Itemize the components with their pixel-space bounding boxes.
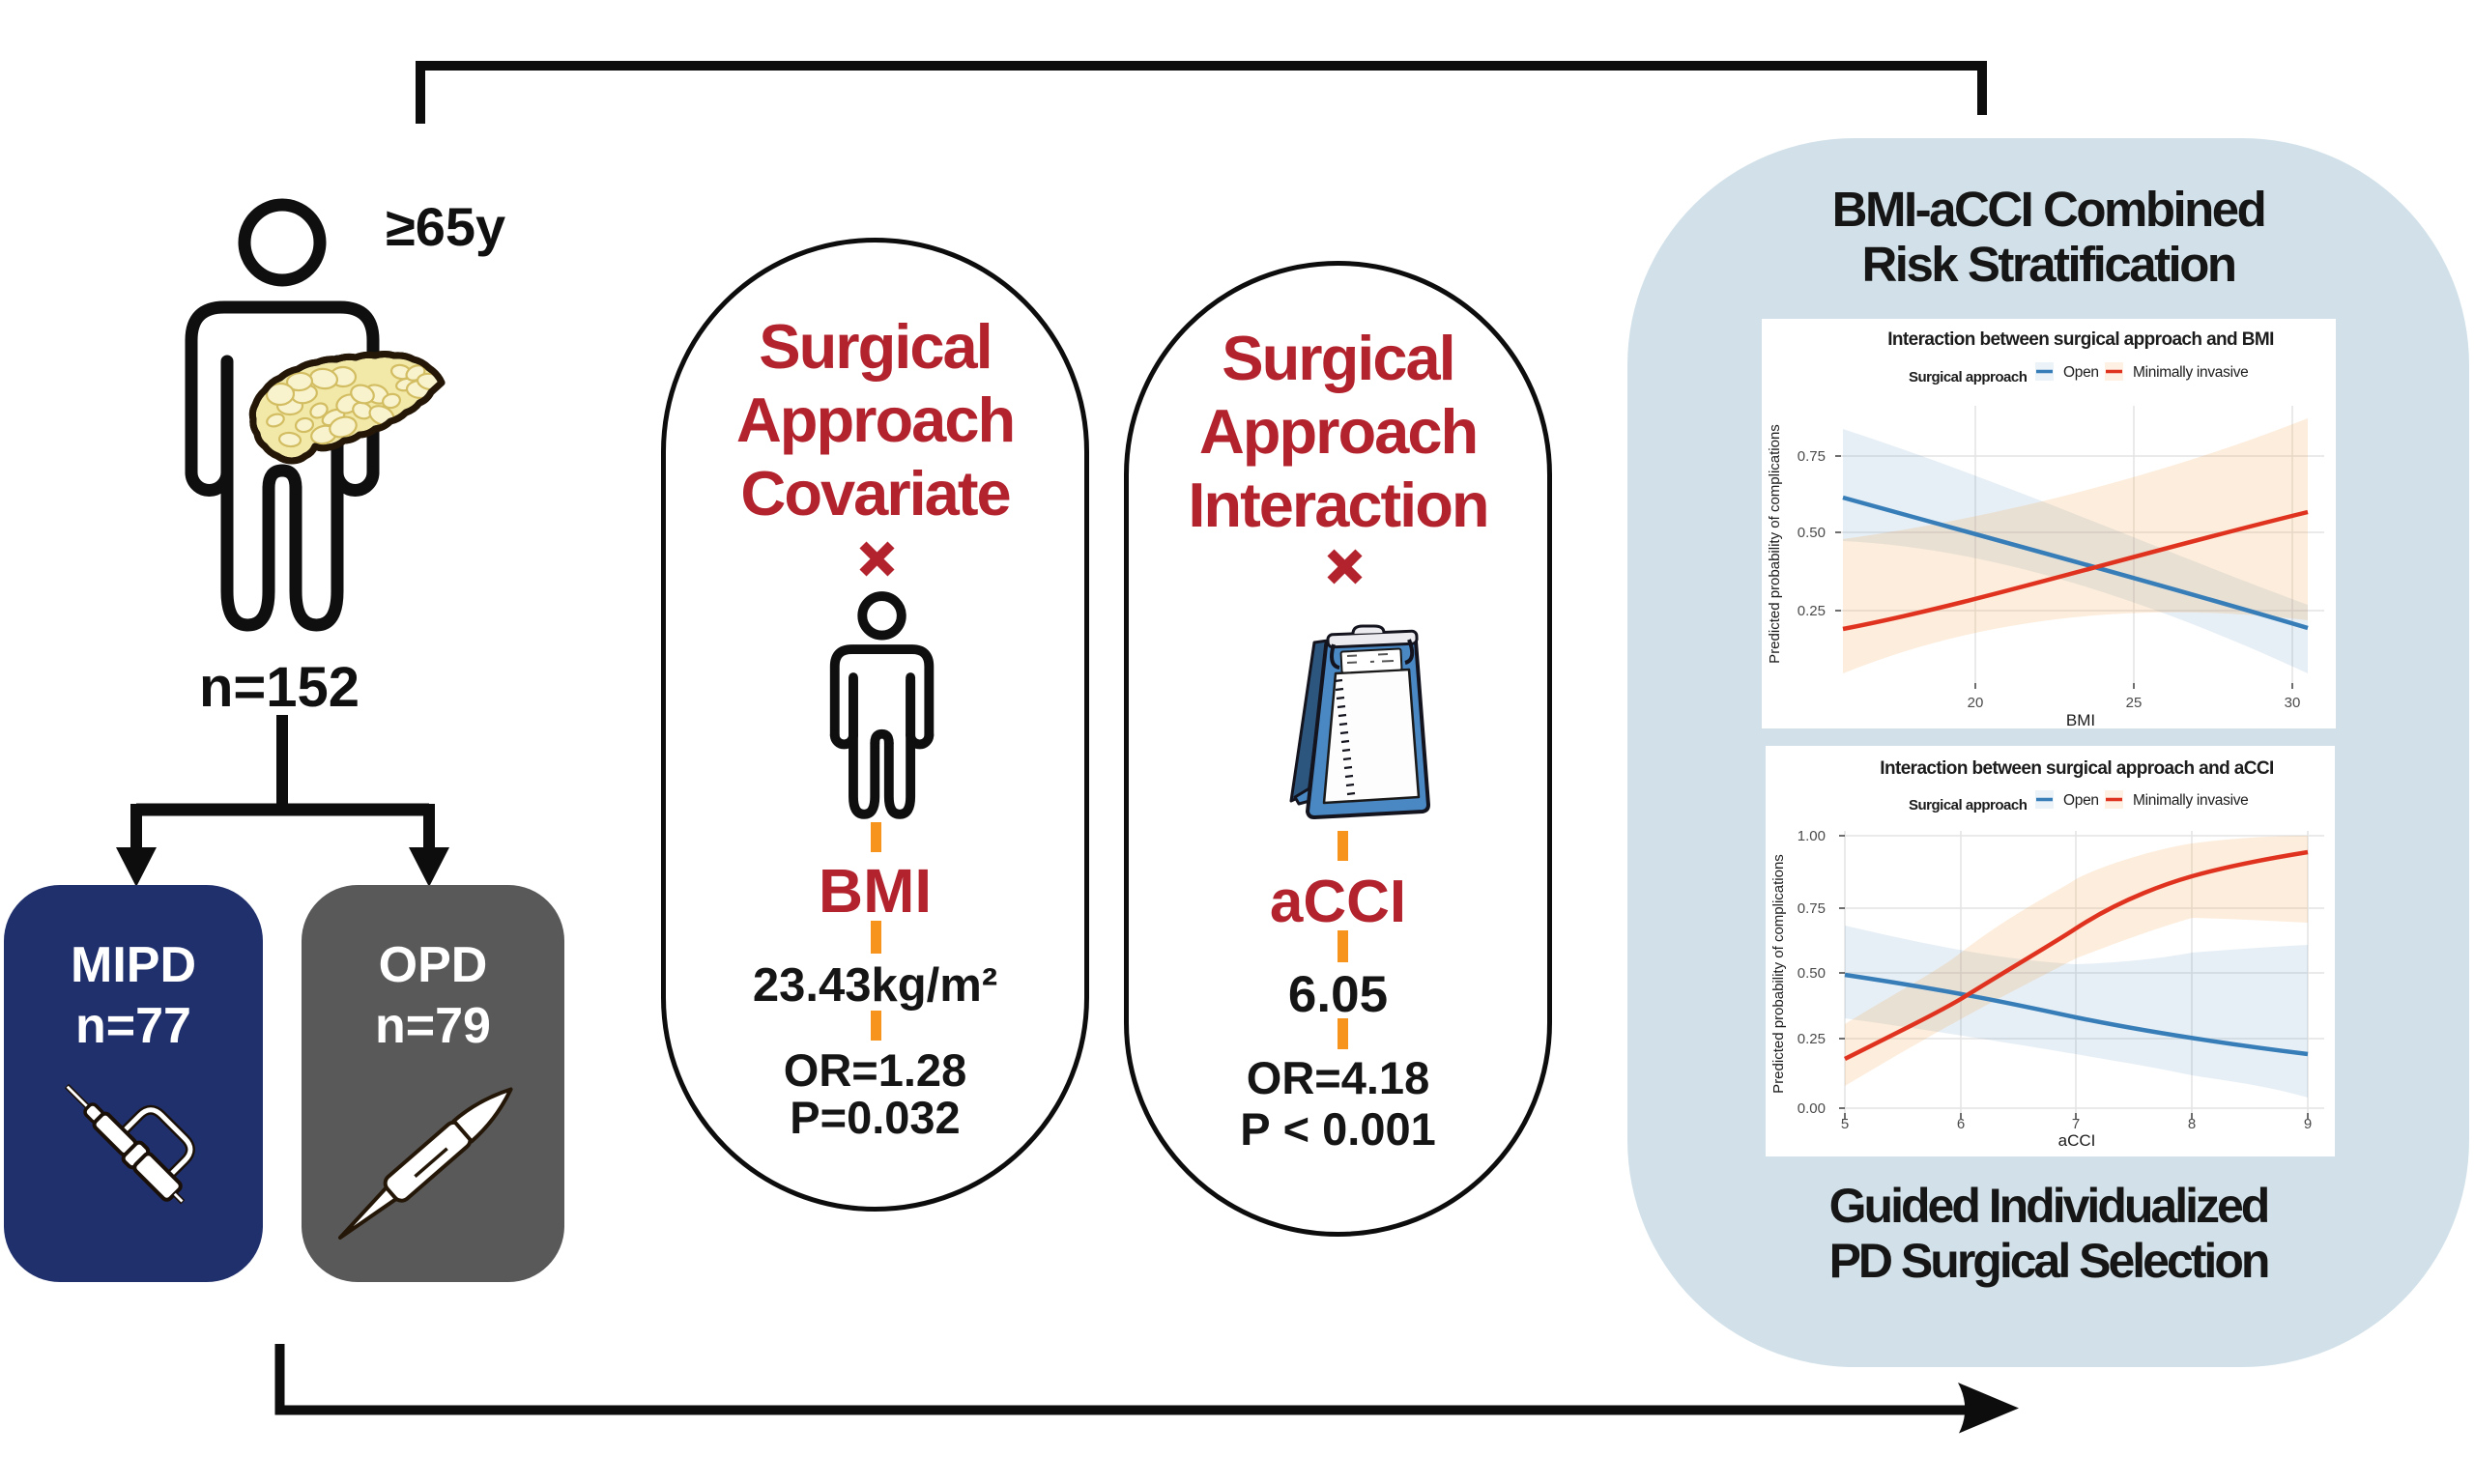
svg-text:1.00: 1.00 xyxy=(1798,828,1826,844)
svg-text:Surgical approach: Surgical approach xyxy=(1909,369,2028,385)
svg-text:aCCI: aCCI xyxy=(2058,1131,2096,1150)
svg-text:20: 20 xyxy=(1968,695,1984,711)
svg-text:30: 30 xyxy=(2285,695,2301,711)
svg-text:Minimally invasive: Minimally invasive xyxy=(2133,792,2249,809)
svg-text:0.75: 0.75 xyxy=(1798,448,1826,465)
svg-text:0.25: 0.25 xyxy=(1798,603,1826,619)
svg-text:0.00: 0.00 xyxy=(1798,1100,1826,1117)
svg-text:Predicted probability of compl: Predicted probability of complications xyxy=(1767,424,1783,664)
svg-text:Minimally invasive: Minimally invasive xyxy=(2133,364,2249,381)
svg-text:0.50: 0.50 xyxy=(1798,525,1826,541)
svg-text:9: 9 xyxy=(2304,1116,2312,1132)
svg-text:5: 5 xyxy=(1841,1116,1849,1132)
svg-text:Interaction between surgical a: Interaction between surgical approach an… xyxy=(1880,758,2274,779)
svg-text:Predicted probability of compl: Predicted probability of complications xyxy=(1770,854,1787,1094)
svg-text:7: 7 xyxy=(2072,1116,2080,1132)
svg-text:Open: Open xyxy=(2063,792,2099,809)
svg-text:Interaction between surgical a: Interaction between surgical approach an… xyxy=(1887,329,2274,350)
svg-text:25: 25 xyxy=(2126,695,2143,711)
svg-text:0.75: 0.75 xyxy=(1798,900,1826,917)
svg-text:6: 6 xyxy=(1957,1116,1965,1132)
svg-text:Open: Open xyxy=(2063,364,2099,381)
svg-text:0.50: 0.50 xyxy=(1798,965,1826,982)
svg-text:BMI: BMI xyxy=(2066,711,2095,728)
svg-text:Surgical approach: Surgical approach xyxy=(1909,797,2028,813)
svg-text:8: 8 xyxy=(2188,1116,2196,1132)
svg-text:0.25: 0.25 xyxy=(1798,1031,1826,1047)
